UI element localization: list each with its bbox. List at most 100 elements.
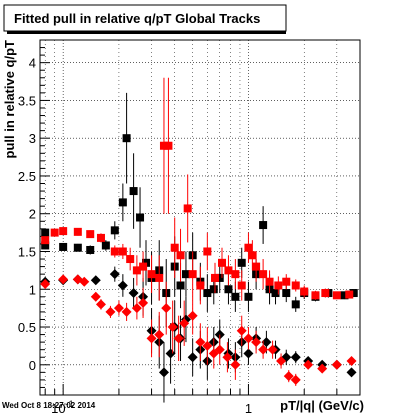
axis-layer: 0 0.5 1 1.5 2 2.5 3 3.5 4 10-1 1 [18, 47, 361, 414]
data-point-square [73, 243, 82, 252]
data-point-diamond [303, 359, 314, 370]
data-point-square [176, 281, 185, 290]
data-point-square [181, 270, 190, 279]
chart-title: Fitted pull in relative q/pT Global Trac… [14, 11, 260, 26]
y-tick-label: 3 [29, 131, 36, 146]
data-point-diamond [40, 278, 51, 289]
data-point-diamond [90, 291, 101, 302]
data-point-square [265, 277, 274, 286]
x-tick-label: 10-1 [51, 399, 73, 414]
data-point-square [237, 281, 246, 290]
data-point-square [332, 291, 341, 300]
data-point-diamond [113, 303, 124, 314]
data-point-square [215, 273, 224, 282]
data-point-square [321, 289, 330, 298]
data-point-diamond [161, 303, 172, 314]
y-tick-label: 0 [29, 358, 36, 373]
data-point-square [176, 251, 185, 260]
data-point-diamond [131, 303, 142, 314]
data-point-diamond [187, 310, 198, 321]
data-point-square [291, 300, 300, 309]
data-point-diamond [79, 276, 90, 287]
data-point-square [73, 227, 82, 236]
data-point-diamond [258, 344, 269, 355]
data-point-square [271, 289, 280, 298]
data-point-diamond [251, 337, 262, 348]
data-point-diamond [267, 344, 278, 355]
data-point-diamond [138, 297, 149, 308]
data-point-square [59, 242, 68, 251]
data-point-square [110, 226, 119, 235]
data-point-square [291, 281, 300, 290]
data-point-square [96, 233, 105, 242]
data-point-square [224, 266, 233, 275]
data-point-diamond [167, 322, 178, 333]
data-point-diamond [214, 344, 225, 355]
data-point-diamond [236, 325, 247, 336]
data-point-square [86, 230, 95, 239]
data-point-diamond [202, 340, 213, 351]
data-point-diamond [158, 367, 169, 378]
data-point-diamond [346, 367, 357, 378]
y-tick-label: 1 [29, 282, 36, 297]
data-point-square [209, 285, 218, 294]
data-point-diamond [290, 352, 301, 363]
data-point-diamond [230, 359, 241, 370]
y-tick-label: 1.5 [18, 244, 36, 259]
data-point-square [203, 289, 212, 298]
data-point-square [248, 251, 257, 260]
data-point-square [345, 290, 354, 299]
data-point-diamond [179, 318, 190, 329]
data-point-square [59, 227, 68, 236]
x-tick-label: 1 [245, 401, 252, 414]
data-point-diamond [105, 306, 116, 317]
data-point-square [349, 289, 358, 298]
y-tick-label: 0.5 [18, 320, 36, 335]
data-point-square [159, 141, 168, 150]
y-axis-title: pull in relative q/pT [2, 40, 17, 159]
data-point-square [282, 289, 291, 298]
data-point-diamond [243, 333, 254, 344]
data-point-square [211, 273, 220, 282]
data-point-square [183, 204, 192, 213]
data-point-square [218, 258, 227, 267]
data-point-diamond [346, 356, 357, 367]
data-point-square [244, 243, 253, 252]
data-point-square [252, 262, 261, 271]
data-point-diamond [90, 275, 101, 286]
data-point-diamond [331, 359, 342, 370]
x-axis-title: pT/|q| (GeV/c) [280, 398, 364, 413]
plot-frame [39, 39, 361, 396]
data-point-square [231, 292, 240, 301]
data-point-diamond [173, 333, 184, 344]
data-point-square [237, 258, 246, 267]
data-point-diamond [222, 352, 233, 363]
data-point-diamond [276, 356, 287, 367]
data-point-square [139, 262, 148, 271]
data-point-diamond [154, 329, 165, 340]
data-point-square [50, 228, 59, 237]
data-point-square [244, 292, 253, 301]
data-point-square [203, 247, 212, 256]
timestamp: Wed Oct 8 18:27:02 2014 [2, 401, 96, 410]
data-point-square [196, 281, 205, 290]
data-point-square [259, 221, 268, 230]
data-point-square [170, 243, 179, 252]
y-tick-label: 2.5 [18, 169, 36, 184]
data-point-diamond [317, 363, 328, 374]
data-point-square [118, 198, 127, 207]
data-point-square [136, 213, 145, 222]
data-point-square [86, 245, 95, 254]
data-point-diamond [165, 348, 176, 359]
data-point-diamond [117, 280, 128, 291]
chart-title-box [3, 4, 287, 32]
data-point-diamond [58, 274, 69, 285]
data-point-diamond [95, 299, 106, 310]
data-point-square [274, 281, 283, 290]
data-point-diamond [243, 348, 254, 359]
data-point-diamond [121, 306, 132, 317]
data-point-square [300, 287, 309, 296]
data-point-square [118, 247, 127, 256]
data-point-square [129, 187, 138, 196]
